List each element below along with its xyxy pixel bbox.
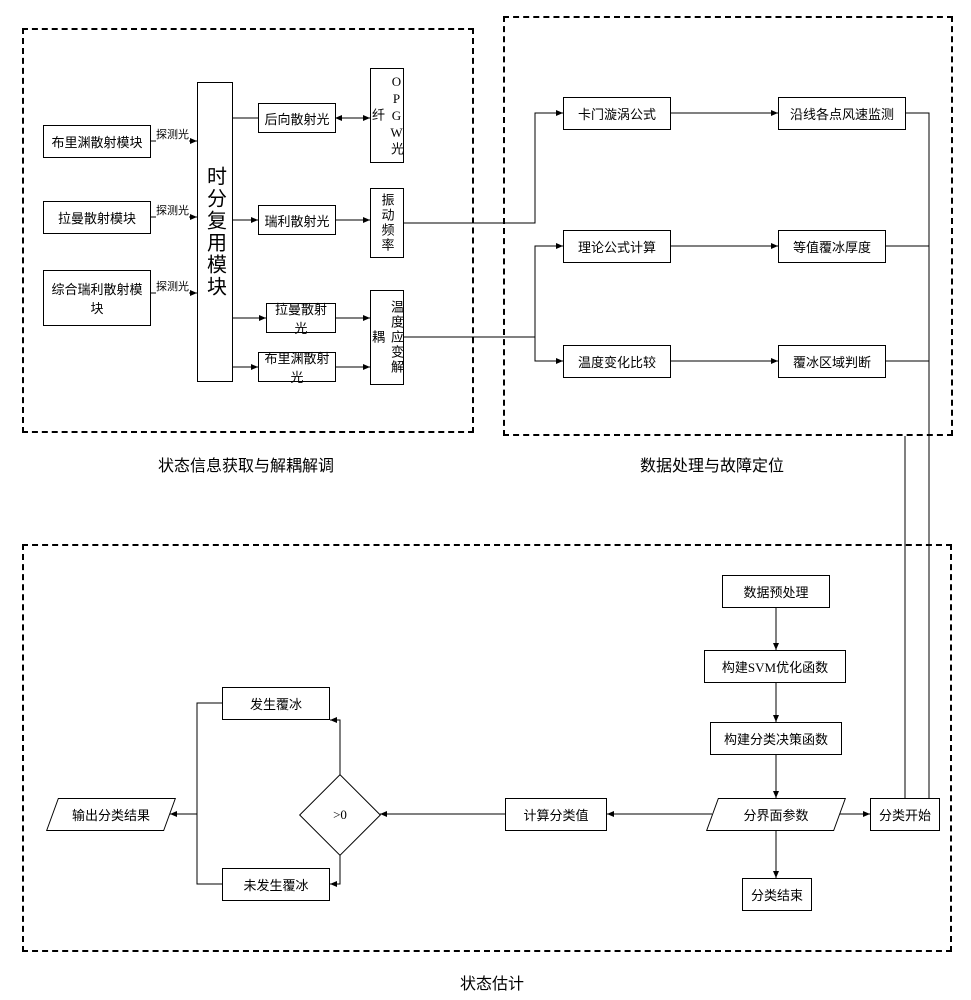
node-n19: 构建SVM优化函数 xyxy=(704,650,846,683)
node-n11: 温度应变解耦 xyxy=(370,290,404,385)
node-n8: 布里渊散射光 xyxy=(258,352,336,382)
node-n23: 分类结束 xyxy=(742,878,812,911)
edge-label-0: 探测光 xyxy=(156,126,189,142)
node-n3: 综合瑞利散射模块 xyxy=(43,270,151,326)
node-n22: 分类开始 xyxy=(870,798,940,831)
region-label-r3: 状态估计 xyxy=(460,970,524,994)
node-n1: 布里渊散射模块 xyxy=(43,125,151,158)
node-n7: 拉曼散射光 xyxy=(266,303,336,333)
node-n18: 数据预处理 xyxy=(722,575,830,608)
node-n10: 振动频率 xyxy=(370,188,404,258)
node-n26: 发生覆冰 xyxy=(222,687,330,720)
node-n2: 拉曼散射模块 xyxy=(43,201,151,234)
edge-label-2: 探测光 xyxy=(156,278,189,294)
node-n9: OPGW光纤 xyxy=(370,68,404,163)
node-n24: 计算分类值 xyxy=(505,798,607,831)
node-n14: 理论公式计算 xyxy=(563,230,671,263)
node-n13: 沿线各点风速监测 xyxy=(778,97,906,130)
node-n28: 输出分类结果 xyxy=(52,798,170,831)
node-n6: 瑞利散射光 xyxy=(258,205,336,235)
node-n5: 后向散射光 xyxy=(258,103,336,133)
node-n4: 时分复用模块 xyxy=(197,82,233,382)
node-n16: 温度变化比较 xyxy=(563,345,671,378)
edge-label-1: 探测光 xyxy=(156,202,189,218)
node-n12: 卡门漩涡公式 xyxy=(563,97,671,130)
node-n15: 等值覆冰厚度 xyxy=(778,230,886,263)
region-label-r1: 状态信息获取与解耦解调 xyxy=(158,452,334,476)
node-n17: 覆冰区域判断 xyxy=(778,345,886,378)
node-n20: 构建分类决策函数 xyxy=(710,722,842,755)
node-n27: 未发生覆冰 xyxy=(222,868,330,901)
node-n21: 分界面参数 xyxy=(712,798,840,831)
node-n25: >0 xyxy=(300,775,380,855)
region-label-r2: 数据处理与故障定位 xyxy=(640,452,784,476)
